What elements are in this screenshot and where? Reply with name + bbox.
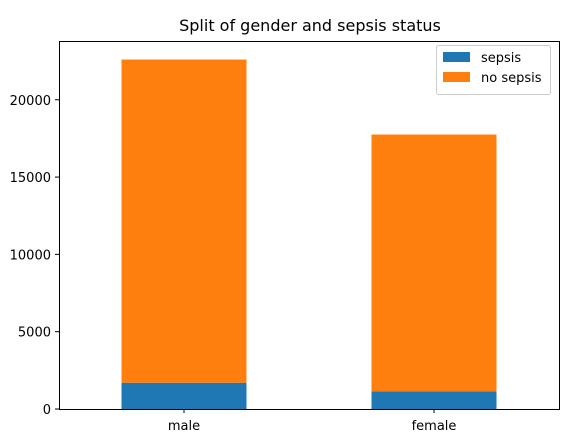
plot-frame <box>59 41 560 410</box>
y-tick-label: 0 <box>43 403 51 418</box>
x-tick-label-male: male <box>168 419 200 434</box>
bars-group <box>121 59 497 409</box>
bar-female-no-sepsis <box>371 134 497 392</box>
legend-label-sepsis: sepsis <box>481 51 521 66</box>
y-tick-label: 15000 <box>10 171 51 186</box>
bar-male-sepsis <box>121 382 247 409</box>
legend-swatch-sepsis <box>443 52 470 62</box>
legend: sepsis no sepsis <box>436 45 551 95</box>
y-tick-label: 10000 <box>10 248 51 263</box>
x-tick-label-female: female <box>412 419 457 434</box>
legend-swatch-no-sepsis <box>443 72 470 82</box>
y-tick-label: 20000 <box>10 94 51 109</box>
y-axis: 0 5000 10000 15000 20000 <box>10 94 59 418</box>
bar-female-sepsis <box>371 391 497 409</box>
bar-male-no-sepsis <box>121 59 247 383</box>
x-axis: male female <box>168 409 457 434</box>
legend-label-no-sepsis: no sepsis <box>481 71 542 86</box>
chart-title: Split of gender and sepsis status <box>179 16 441 35</box>
y-tick-label: 5000 <box>18 326 51 341</box>
